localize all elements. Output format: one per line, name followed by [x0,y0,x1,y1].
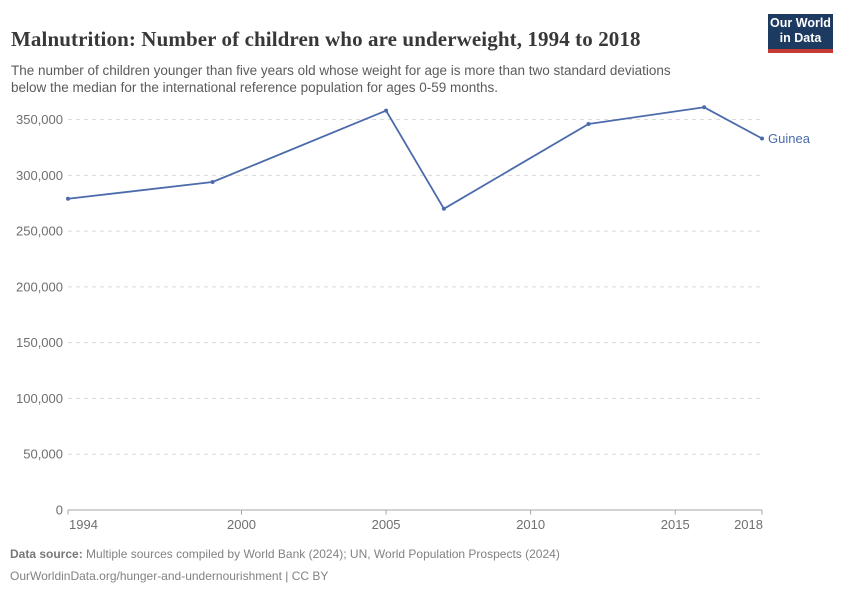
chart-footer: Data source: Multiple sources compiled b… [10,546,560,584]
data-point[interactable] [441,206,446,211]
y-axis-tick-label: 50,000 [23,447,63,462]
x-axis-tick-label: 1994 [69,517,98,532]
x-axis-tick-label: 2015 [661,517,690,532]
x-axis-tick-label: 2000 [227,517,256,532]
data-source-text: Multiple sources compiled by World Bank … [82,547,560,561]
data-source-label: Data source: [10,547,83,561]
owid-logo-line-1: Our World [770,16,831,30]
x-axis-tick-label: 2010 [516,517,545,532]
x-axis-tick-label: 2005 [372,517,401,532]
owid-logo[interactable]: Our World in Data [768,14,833,53]
y-axis-tick-label: 300,000 [16,168,63,183]
license-link-line[interactable]: OurWorldinData.org/hunger-and-undernouri… [10,568,560,584]
owid-url-text: OurWorldinData.org/hunger-and-undernouri… [10,569,329,583]
y-axis-tick-label: 150,000 [16,335,63,350]
data-source-line: Data source: Multiple sources compiled b… [10,546,560,562]
y-axis-tick-label: 200,000 [16,279,63,294]
data-point[interactable] [702,105,707,110]
y-axis-tick-label: 350,000 [16,112,63,127]
subtitle-line-1: The number of children younger than five… [11,62,671,78]
y-axis-tick-label: 0 [56,503,63,518]
x-axis-tick-label: 2018 [734,517,763,532]
subtitle-line-2: below the median for the international r… [11,80,499,95]
series-entity-label[interactable]: Guinea [768,131,811,146]
owid-logo-line-2: in Data [779,31,822,45]
data-point[interactable] [586,122,591,127]
data-point[interactable] [760,136,764,141]
page-title: Malnutrition: Number of children who are… [11,27,641,52]
line-series[interactable] [67,106,763,210]
data-point[interactable] [384,108,389,113]
y-axis-tick-label: 100,000 [16,391,63,406]
chart-subtitle: The number of children younger than five… [11,62,671,97]
y-axis-tick-label: 250,000 [16,224,63,239]
data-point[interactable] [210,180,215,185]
data-point[interactable] [66,196,70,201]
